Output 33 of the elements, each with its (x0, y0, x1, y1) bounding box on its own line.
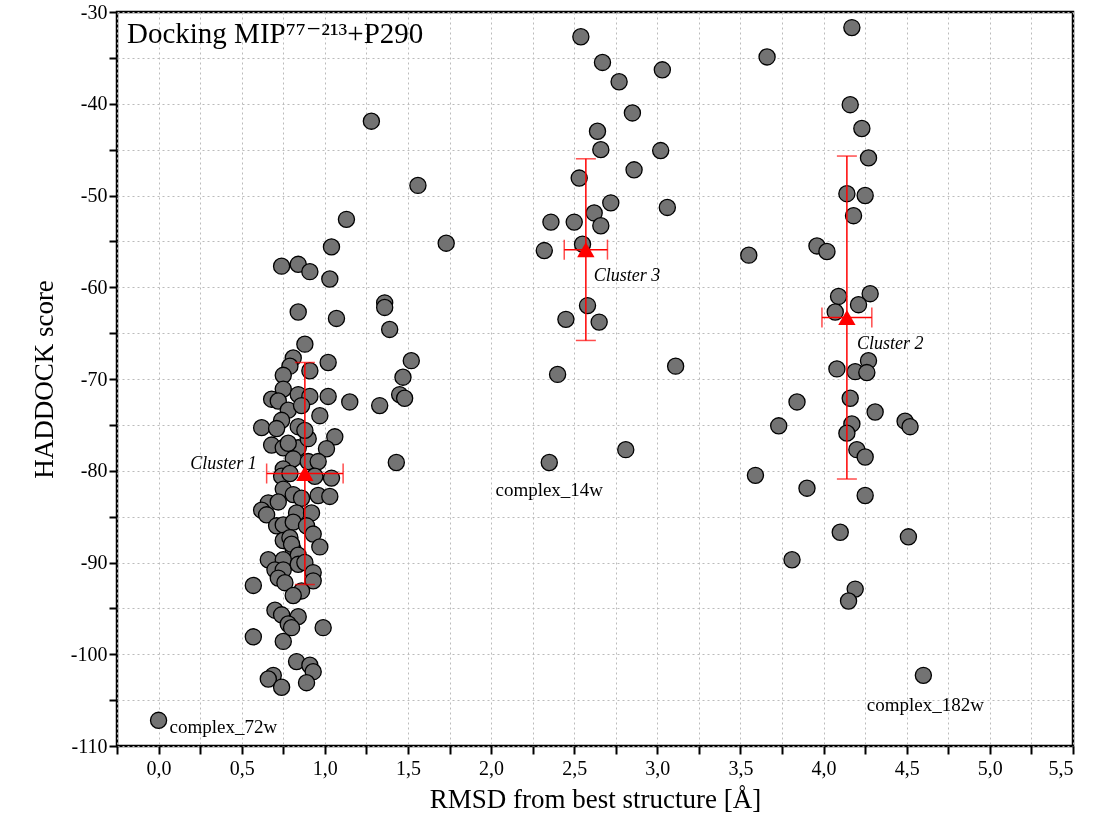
y-tick-label: -90 (80, 551, 108, 573)
annotation: complex_72w (169, 716, 278, 738)
y-tick-label: -70 (80, 367, 108, 390)
point (838, 310, 856, 326)
y-tick-label: -50 (80, 184, 108, 206)
x-tick-label: 5,0 (977, 756, 1003, 779)
x-axis-title: RMSD from best structure [Å] (429, 783, 762, 814)
point (577, 242, 595, 258)
annotation: Cluster 1 (190, 452, 257, 473)
x-tick-label: 2,5 (562, 756, 588, 779)
y-tick-label: -80 (80, 459, 108, 482)
annotation: Cluster 3 (593, 264, 661, 285)
x-tick-label: 3,0 (645, 756, 671, 779)
y-tick-label: -60 (80, 275, 108, 298)
x-tick-label: 2,0 (479, 756, 505, 779)
x-tick-label: 3,5 (728, 756, 754, 779)
annotation: complex_182w (866, 694, 985, 716)
annotation: Cluster 2 (856, 332, 924, 353)
y-tick-label: -110 (71, 734, 108, 757)
y-tick-label: -40 (80, 92, 108, 115)
annotation: complex_14w (495, 479, 604, 501)
chart-title: Docking MIP⁷⁷⁻²¹³+P290 (127, 17, 424, 49)
point (296, 466, 314, 481)
x-tick-label: 4,0 (811, 756, 837, 779)
x-tick-label: 0,0 (146, 756, 172, 779)
x-tick-label: 0,5 (229, 756, 255, 779)
y-tick-label: -100 (70, 642, 108, 665)
x-tick-label: 1,0 (312, 756, 338, 779)
y-axis-title: HADDOCK score (28, 280, 59, 479)
x-tick-label: 1,5 (395, 756, 421, 779)
x-tick-label: 4,5 (894, 756, 920, 779)
x-tick-label: 5,5 (1048, 756, 1074, 779)
y-tick-label: -30 (80, 0, 108, 23)
